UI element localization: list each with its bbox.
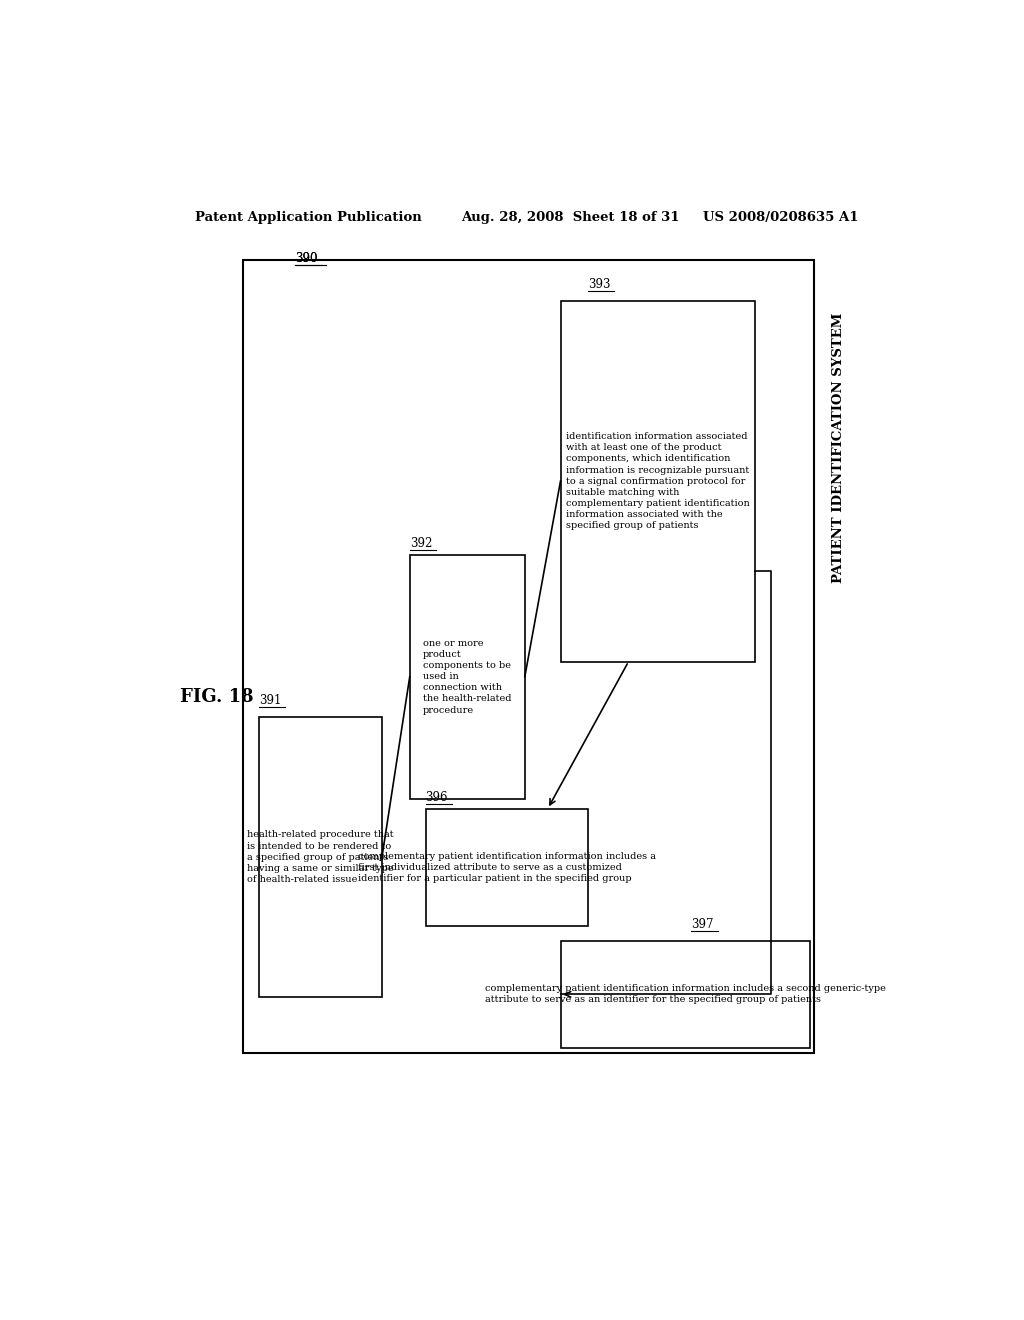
Text: complementary patient identification information includes a second generic-type
: complementary patient identification inf… [485,985,886,1005]
Bar [426,809,588,925]
Bar [560,301,755,661]
Text: health-related procedure that
is intended to be rendered to
a specified group of: health-related procedure that is intende… [247,830,394,884]
Bar [560,941,811,1048]
Text: one or more
product
components to be
used in
connection with
the health-related
: one or more product components to be use… [423,639,512,714]
Text: FIG. 18: FIG. 18 [179,688,253,706]
Text: 396: 396 [426,791,449,804]
Text: Aug. 28, 2008  Sheet 18 of 31: Aug. 28, 2008 Sheet 18 of 31 [461,211,680,224]
Text: identification information associated
with at least one of the product
component: identification information associated wi… [566,432,750,531]
Text: 393: 393 [588,277,610,290]
Text: Patent Application Publication: Patent Application Publication [196,211,422,224]
Bar [243,260,814,1053]
Bar [259,718,382,997]
Text: complementary patient identification information includes a
first individualized: complementary patient identification inf… [358,851,656,883]
Text: PATIENT IDENTIFICATION SYSTEM: PATIENT IDENTIFICATION SYSTEM [831,313,845,583]
Text: US 2008/0208635 A1: US 2008/0208635 A1 [702,211,858,224]
Bar [410,554,525,799]
Text: 392: 392 [410,537,432,549]
Text: 390: 390 [295,252,317,265]
Text: 397: 397 [691,917,714,931]
Text: 390: 390 [295,252,317,265]
Text: 391: 391 [259,694,282,708]
